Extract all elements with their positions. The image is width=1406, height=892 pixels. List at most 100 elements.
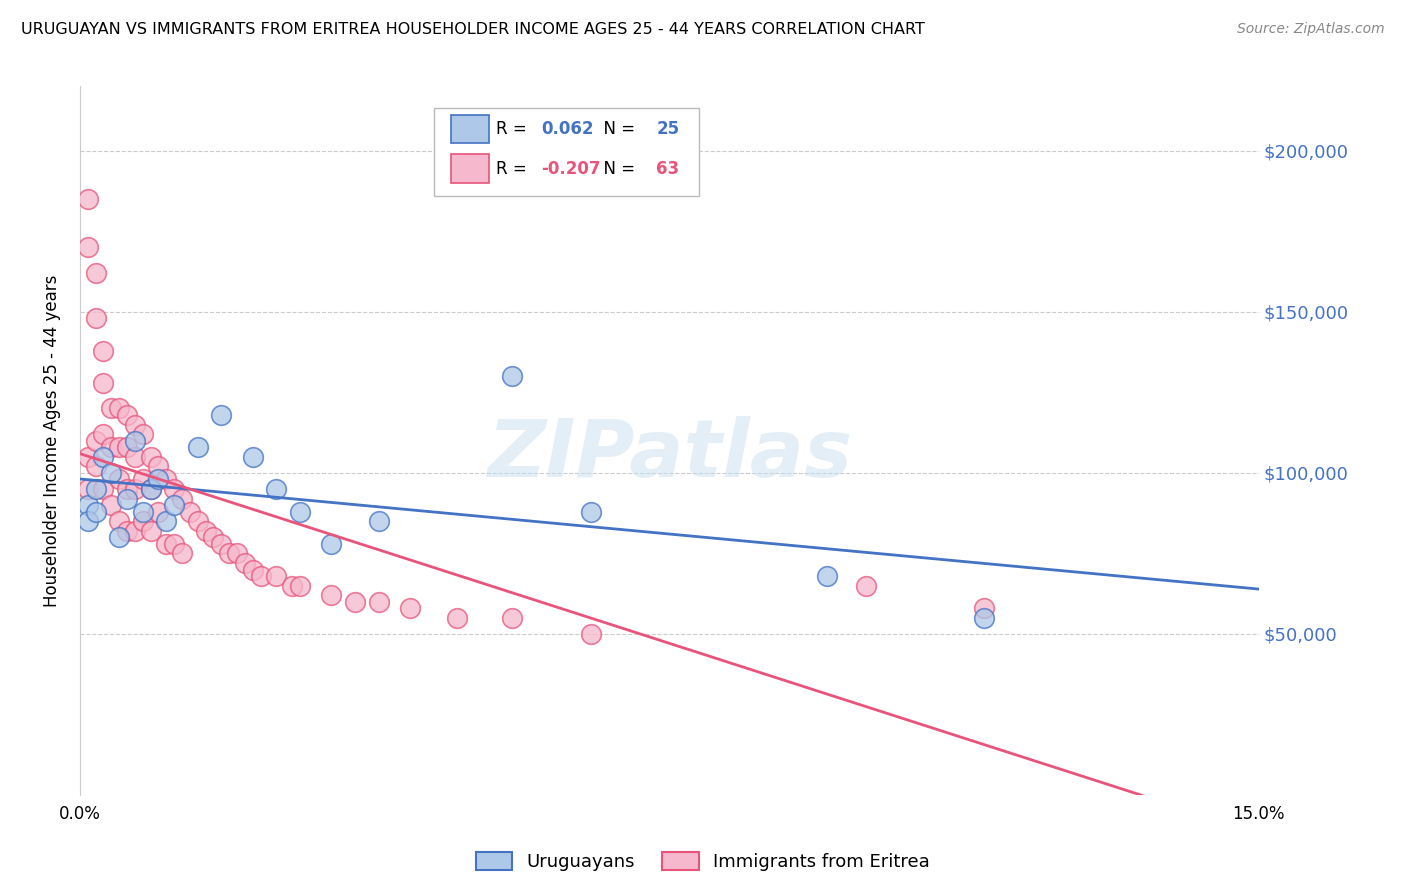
Point	[100, 498, 122, 512]
Point	[108, 472, 131, 486]
Point	[399, 601, 422, 615]
Point	[100, 466, 122, 480]
Point	[202, 530, 225, 544]
Point	[76, 482, 98, 496]
Point	[93, 427, 115, 442]
Point	[155, 537, 177, 551]
Point	[179, 505, 201, 519]
FancyBboxPatch shape	[433, 108, 699, 196]
Point	[148, 505, 170, 519]
Point	[209, 408, 232, 422]
Point	[76, 498, 98, 512]
Point	[108, 530, 131, 544]
Point	[194, 524, 217, 538]
Point	[209, 537, 232, 551]
Point	[321, 537, 343, 551]
Point	[132, 472, 155, 486]
Point	[446, 611, 468, 625]
Point	[93, 343, 115, 358]
Point	[579, 505, 602, 519]
Point	[115, 491, 138, 506]
Point	[76, 450, 98, 464]
Point	[155, 472, 177, 486]
Point	[124, 450, 146, 464]
Point	[281, 579, 304, 593]
Point	[84, 505, 107, 519]
Point	[501, 369, 523, 384]
Point	[242, 563, 264, 577]
Point	[84, 311, 107, 326]
Point	[76, 240, 98, 254]
Point	[266, 569, 288, 583]
Point	[76, 514, 98, 528]
Point	[124, 482, 146, 496]
Text: -0.207: -0.207	[541, 160, 600, 178]
Point	[115, 408, 138, 422]
Text: N =: N =	[593, 160, 640, 178]
FancyBboxPatch shape	[451, 154, 489, 183]
Point	[132, 505, 155, 519]
Point	[163, 537, 186, 551]
Point	[148, 472, 170, 486]
Point	[139, 482, 162, 496]
Point	[108, 440, 131, 454]
Point	[973, 611, 995, 625]
Point	[124, 524, 146, 538]
Point	[367, 514, 389, 528]
Point	[855, 579, 877, 593]
Point	[139, 524, 162, 538]
Point	[266, 482, 288, 496]
Point	[170, 546, 193, 560]
Point	[132, 514, 155, 528]
Point	[108, 401, 131, 416]
Point	[148, 459, 170, 474]
Point	[93, 482, 115, 496]
Text: N =: N =	[593, 120, 640, 138]
Text: R =: R =	[496, 160, 531, 178]
Text: ZIPatlas: ZIPatlas	[486, 416, 852, 494]
Point	[973, 601, 995, 615]
Point	[501, 611, 523, 625]
Point	[132, 427, 155, 442]
Point	[233, 556, 256, 570]
Point	[115, 440, 138, 454]
Point	[321, 588, 343, 602]
Point	[115, 482, 138, 496]
Legend: Uruguayans, Immigrants from Eritrea: Uruguayans, Immigrants from Eritrea	[470, 845, 936, 879]
Point	[100, 440, 122, 454]
Point	[288, 579, 311, 593]
Point	[187, 514, 209, 528]
Point	[288, 505, 311, 519]
Point	[242, 450, 264, 464]
Text: R =: R =	[496, 120, 531, 138]
Point	[155, 514, 177, 528]
Point	[84, 482, 107, 496]
Point	[84, 266, 107, 280]
Text: URUGUAYAN VS IMMIGRANTS FROM ERITREA HOUSEHOLDER INCOME AGES 25 - 44 YEARS CORRE: URUGUAYAN VS IMMIGRANTS FROM ERITREA HOU…	[21, 22, 925, 37]
Point	[815, 569, 838, 583]
Point	[93, 376, 115, 390]
Y-axis label: Householder Income Ages 25 - 44 years: Householder Income Ages 25 - 44 years	[44, 275, 60, 607]
Text: 63: 63	[657, 160, 679, 178]
Point	[343, 595, 366, 609]
Text: Source: ZipAtlas.com: Source: ZipAtlas.com	[1237, 22, 1385, 37]
Point	[218, 546, 240, 560]
Text: 25: 25	[657, 120, 679, 138]
Point	[163, 498, 186, 512]
Point	[124, 434, 146, 448]
Point	[249, 569, 271, 583]
Point	[579, 627, 602, 641]
Point	[124, 417, 146, 432]
Text: 0.062: 0.062	[541, 120, 593, 138]
Point	[93, 450, 115, 464]
FancyBboxPatch shape	[451, 115, 489, 143]
Point	[367, 595, 389, 609]
Point	[139, 450, 162, 464]
Point	[163, 482, 186, 496]
Point	[76, 192, 98, 206]
Point	[100, 401, 122, 416]
Point	[187, 440, 209, 454]
Point	[84, 434, 107, 448]
Point	[108, 514, 131, 528]
Point	[115, 524, 138, 538]
